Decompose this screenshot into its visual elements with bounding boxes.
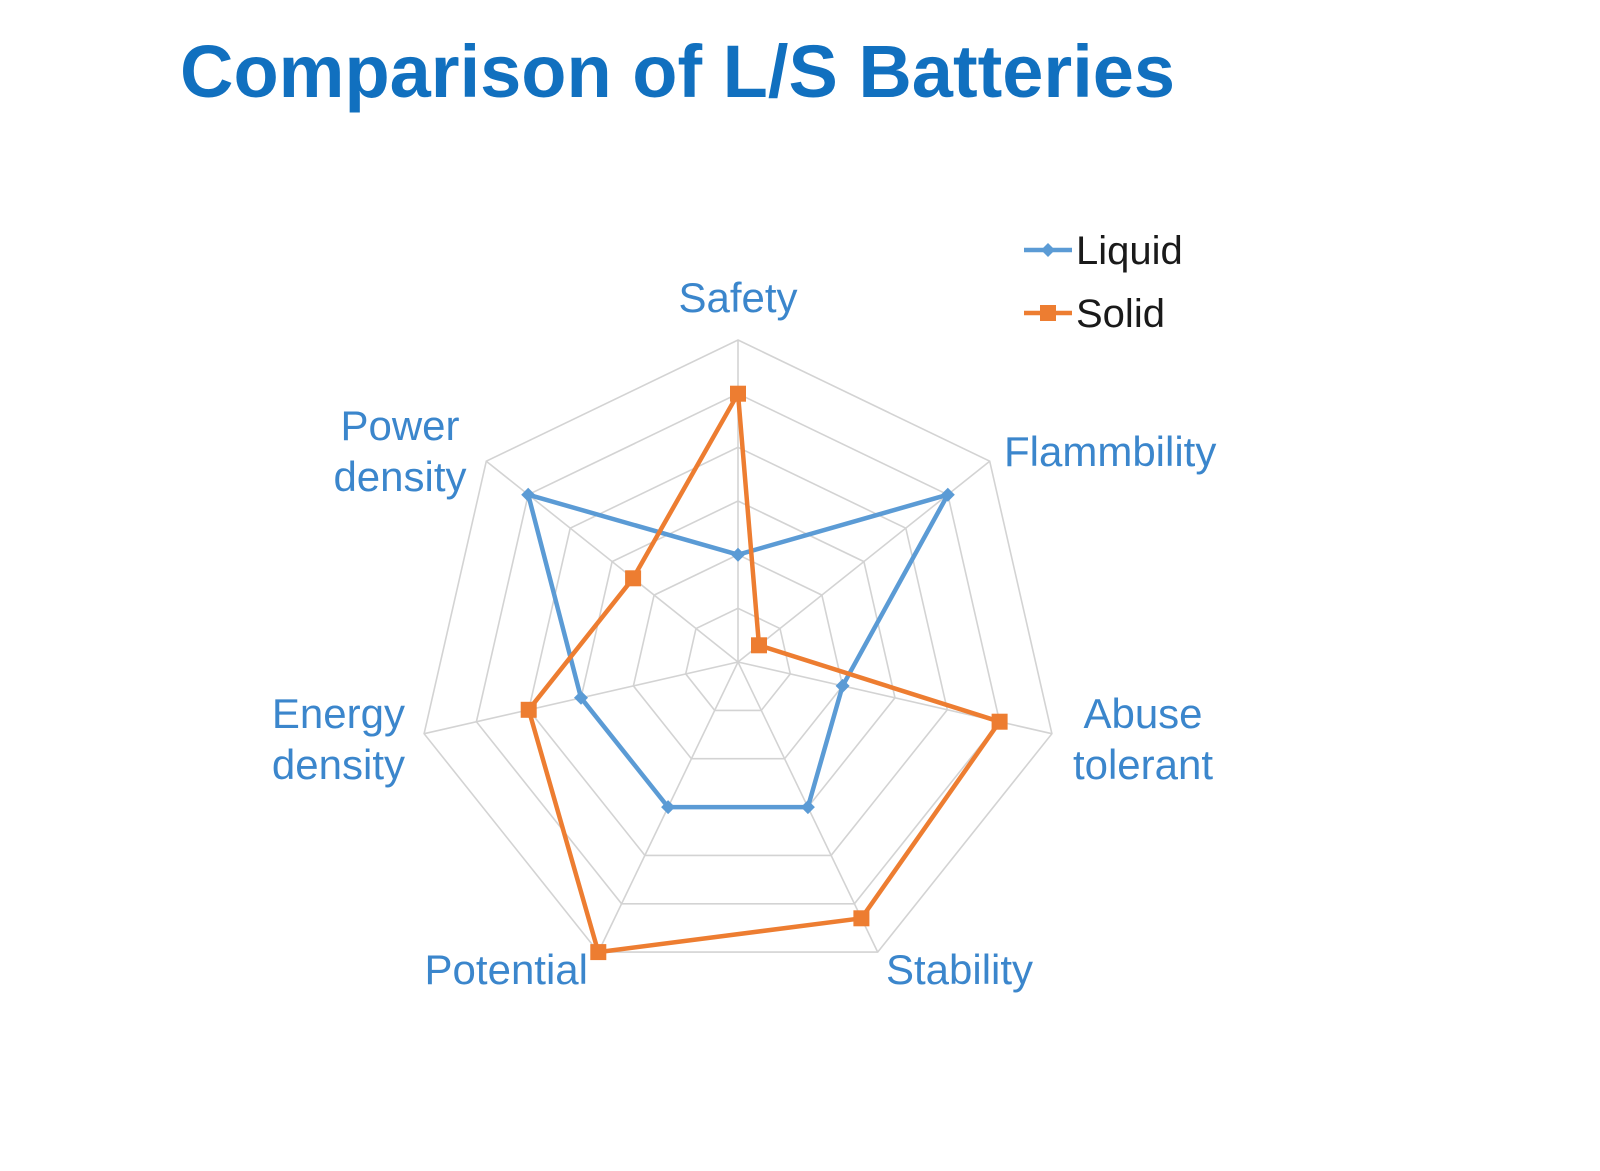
series-line-solid <box>526 391 1002 955</box>
axis-labels: Safety Flammbility Abuse tolerant Stability P… <box>272 274 1216 993</box>
legend-item-solid: Solid <box>1024 292 1165 336</box>
data-point-solid-power-density <box>625 570 642 587</box>
grid-ring <box>423 339 1053 953</box>
grid-ring <box>475 392 1001 905</box>
data-point-solid-abuse-tolerant <box>991 713 1008 730</box>
axis-label-abuse-tolerant: Abuse tolerant <box>1073 690 1213 788</box>
data-point-solid-stability <box>853 910 870 927</box>
axis-label-line: Flammbility <box>1004 428 1216 475</box>
data-point-solid-flammbility <box>751 637 767 654</box>
data-point-solid-energy-density <box>520 701 537 718</box>
axis-label-power-density: Power density <box>333 402 466 500</box>
series-solid <box>520 385 1008 961</box>
data-point-liquid-flammbility <box>940 487 955 502</box>
data-point-solid-potential <box>590 944 607 961</box>
series-line-liquid <box>525 492 951 810</box>
legend-marker-diamond <box>1041 243 1055 257</box>
axis-label-line: density <box>333 453 466 500</box>
axis-label-flammbility: Flammbility <box>1004 428 1216 475</box>
legend-label-liquid: Liquid <box>1076 229 1183 273</box>
legend-label-solid: Solid <box>1076 292 1165 336</box>
axis-label-line: tolerant <box>1073 741 1213 788</box>
axis-label-line: Safety <box>678 274 797 321</box>
page-title: Comparison of L/S Batteries <box>180 30 1176 113</box>
data-point-liquid-potential <box>661 800 676 815</box>
legend: Liquid Solid <box>1024 229 1183 336</box>
legend-item-liquid: Liquid <box>1024 229 1183 273</box>
data-point-liquid-abuse-tolerant <box>835 678 850 693</box>
spoke-flammbility <box>737 460 991 663</box>
axis-label-line: Abuse <box>1083 690 1202 737</box>
grid-ring <box>632 553 844 760</box>
data-point-solid-safety <box>730 385 746 402</box>
radar-series <box>520 385 1008 961</box>
axis-label-line: Energy <box>272 690 405 737</box>
grid-ring <box>684 607 792 712</box>
axis-label-line: density <box>272 741 405 788</box>
data-point-liquid-safety <box>731 547 745 562</box>
spoke-power-density <box>485 460 739 663</box>
axis-label-potential: Potential <box>425 946 588 993</box>
data-point-liquid-energy-density <box>574 690 588 705</box>
axis-label-line: Stability <box>886 946 1033 993</box>
axis-label-energy-density: Energy density <box>272 690 405 788</box>
legend-marker-square <box>1040 305 1056 321</box>
data-point-liquid-power-density <box>521 487 536 502</box>
data-point-liquid-stability <box>800 800 815 815</box>
axis-label-stability: Stability <box>886 946 1033 993</box>
axis-label-line: Potential <box>425 946 588 993</box>
radar-spokes <box>423 340 1053 953</box>
series-liquid <box>521 487 955 815</box>
axis-label-line: Power <box>340 402 459 449</box>
axis-label-safety: Safety <box>678 274 797 321</box>
